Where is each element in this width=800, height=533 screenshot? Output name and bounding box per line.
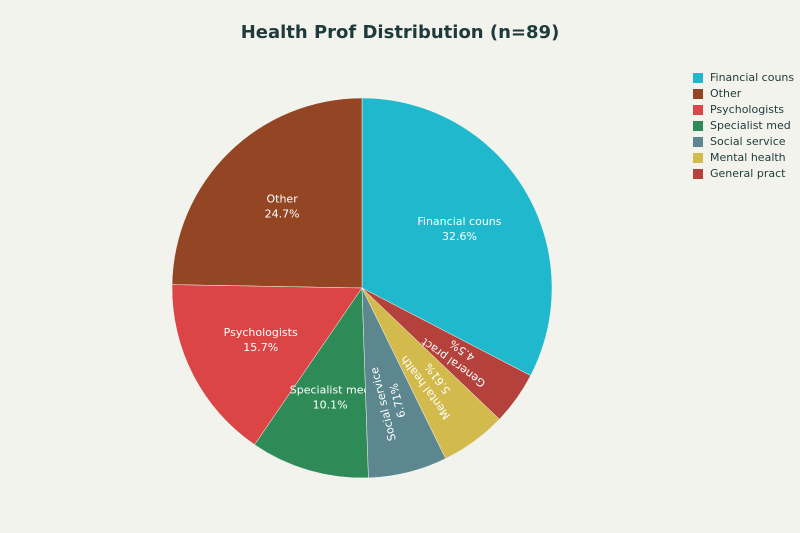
pie-slice [361,97,553,376]
legend-swatch [693,169,703,179]
slice-value: 10.1% [313,398,348,411]
legend-label: Financial couns [710,71,794,84]
legend-swatch [693,137,703,147]
legend-swatch [693,153,703,163]
slice-value: 32.6% [442,230,477,243]
slice-name: Other [266,193,298,206]
slice-label: Specialist med 10.1% [290,383,371,411]
slice-name: Specialist med [290,383,371,396]
legend-label: Psychologists [710,103,784,116]
slice-name: Psychologists [224,326,298,339]
pie-slice [171,97,363,289]
pie-slice [361,287,531,420]
pie-slice [171,284,363,446]
chart-title: Health Prof Distribution (n=89) [241,22,560,43]
legend-swatch [693,89,703,99]
legend-label: Social service [710,135,786,148]
legend-swatch [693,73,703,83]
pie-slice [254,287,369,479]
slice-label: Other 24.7% [265,193,300,221]
legend-label: Specialist med [710,119,791,132]
legend-swatch [693,105,703,115]
slice-name: Financial couns [417,215,501,228]
legend-label: Mental health [710,151,786,164]
slice-label: Psychologists 15.7% [224,326,298,354]
slice-label: Financial couns 32.6% [417,215,501,243]
legend-label: General pract [710,167,786,180]
legend-swatch [693,121,703,131]
slice-value: 24.7% [265,208,300,221]
slice-value: 15.7% [243,341,278,354]
legend-label: Other [710,87,742,100]
